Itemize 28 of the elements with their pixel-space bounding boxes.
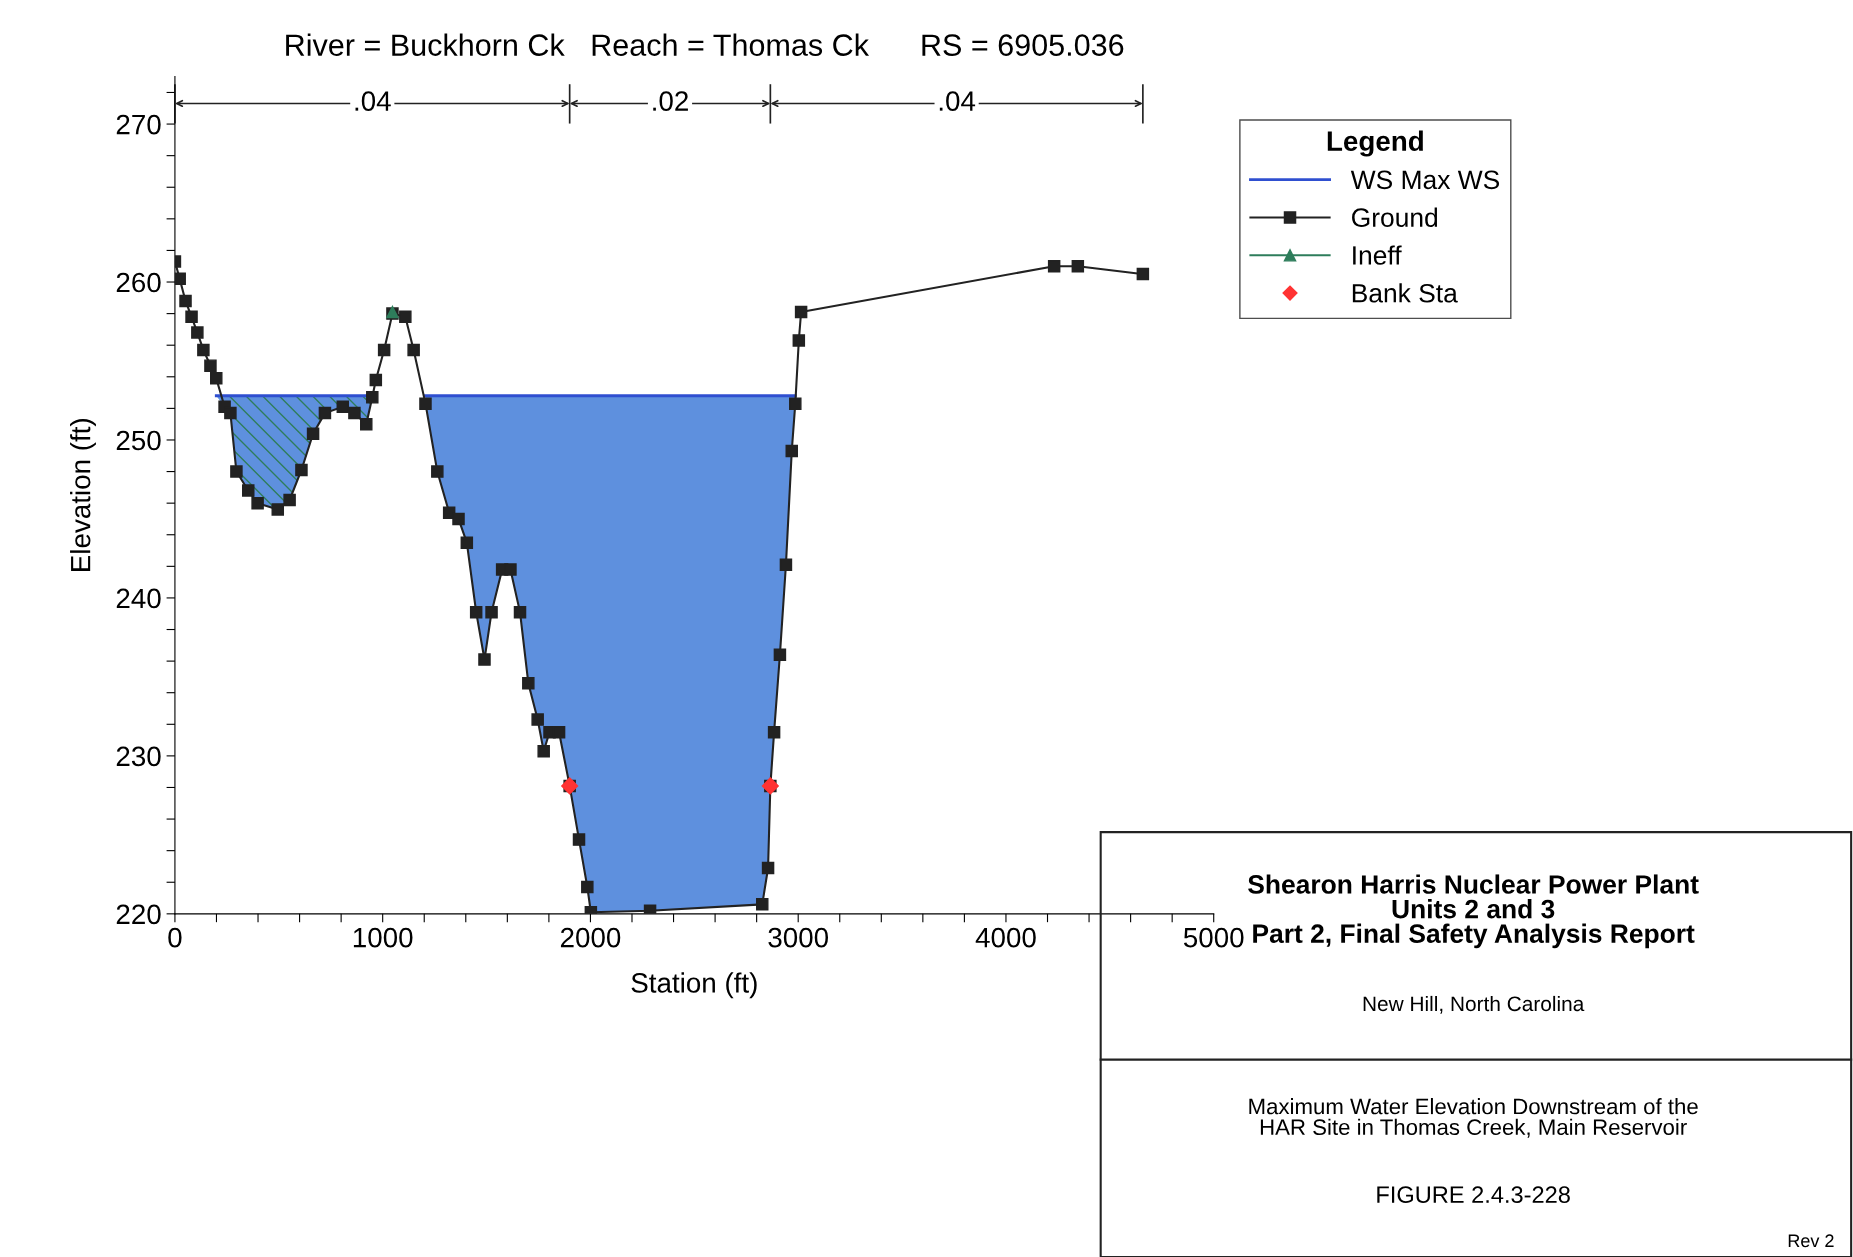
y-tick-label: 240	[116, 588, 161, 609]
annotation: .02	[653, 91, 688, 111]
legend-label: Ground	[1352, 207, 1438, 227]
annotation: .04	[939, 91, 976, 111]
annotation: .04	[355, 91, 391, 111]
x-axis-title: Station (ft)	[631, 972, 757, 999]
x-tick-label: 3000	[768, 927, 829, 948]
x-tick-label: 5000	[1183, 927, 1244, 948]
y-tick-label: 260	[116, 272, 161, 293]
text: Shearon Harris Nuclear Power Plant Units 2 and 3 Part 2, Final Safety Analysis Report	[1248, 874, 1699, 949]
y-tick-label: 250	[116, 430, 161, 451]
x-tick-label: 1000	[353, 927, 413, 948]
legend-label: WS Max WS	[1350, 170, 1500, 190]
y-tick-label: 220	[116, 904, 161, 925]
text: New Hill, North Carolina	[1363, 995, 1585, 1014]
chart-title: River = Buckhorn Ck Reach = Thomas Ck RS = 6905.036	[286, 33, 1124, 56]
legend-label: Bank Sta	[1352, 283, 1458, 303]
legend-label: Ineff	[1353, 245, 1402, 265]
y-tick-label: 270	[116, 114, 161, 135]
text: Maximum Water Elevation Downstream of the HAR Site in Thomas Creek, Main Reservoir	[1249, 1098, 1698, 1138]
text: Rev 2	[1788, 1234, 1834, 1248]
y-axis-title: Elevation (ft)	[70, 419, 96, 571]
x-tick-label: 4000	[975, 927, 1036, 948]
legend-title: Legend	[1327, 130, 1423, 157]
y-tick-label: 230	[116, 746, 161, 767]
x-tick-label: 0	[168, 927, 182, 948]
x-tick-label: 2000	[560, 927, 621, 948]
caption: FIGURE 2.4.3-228	[1377, 1186, 1570, 1203]
